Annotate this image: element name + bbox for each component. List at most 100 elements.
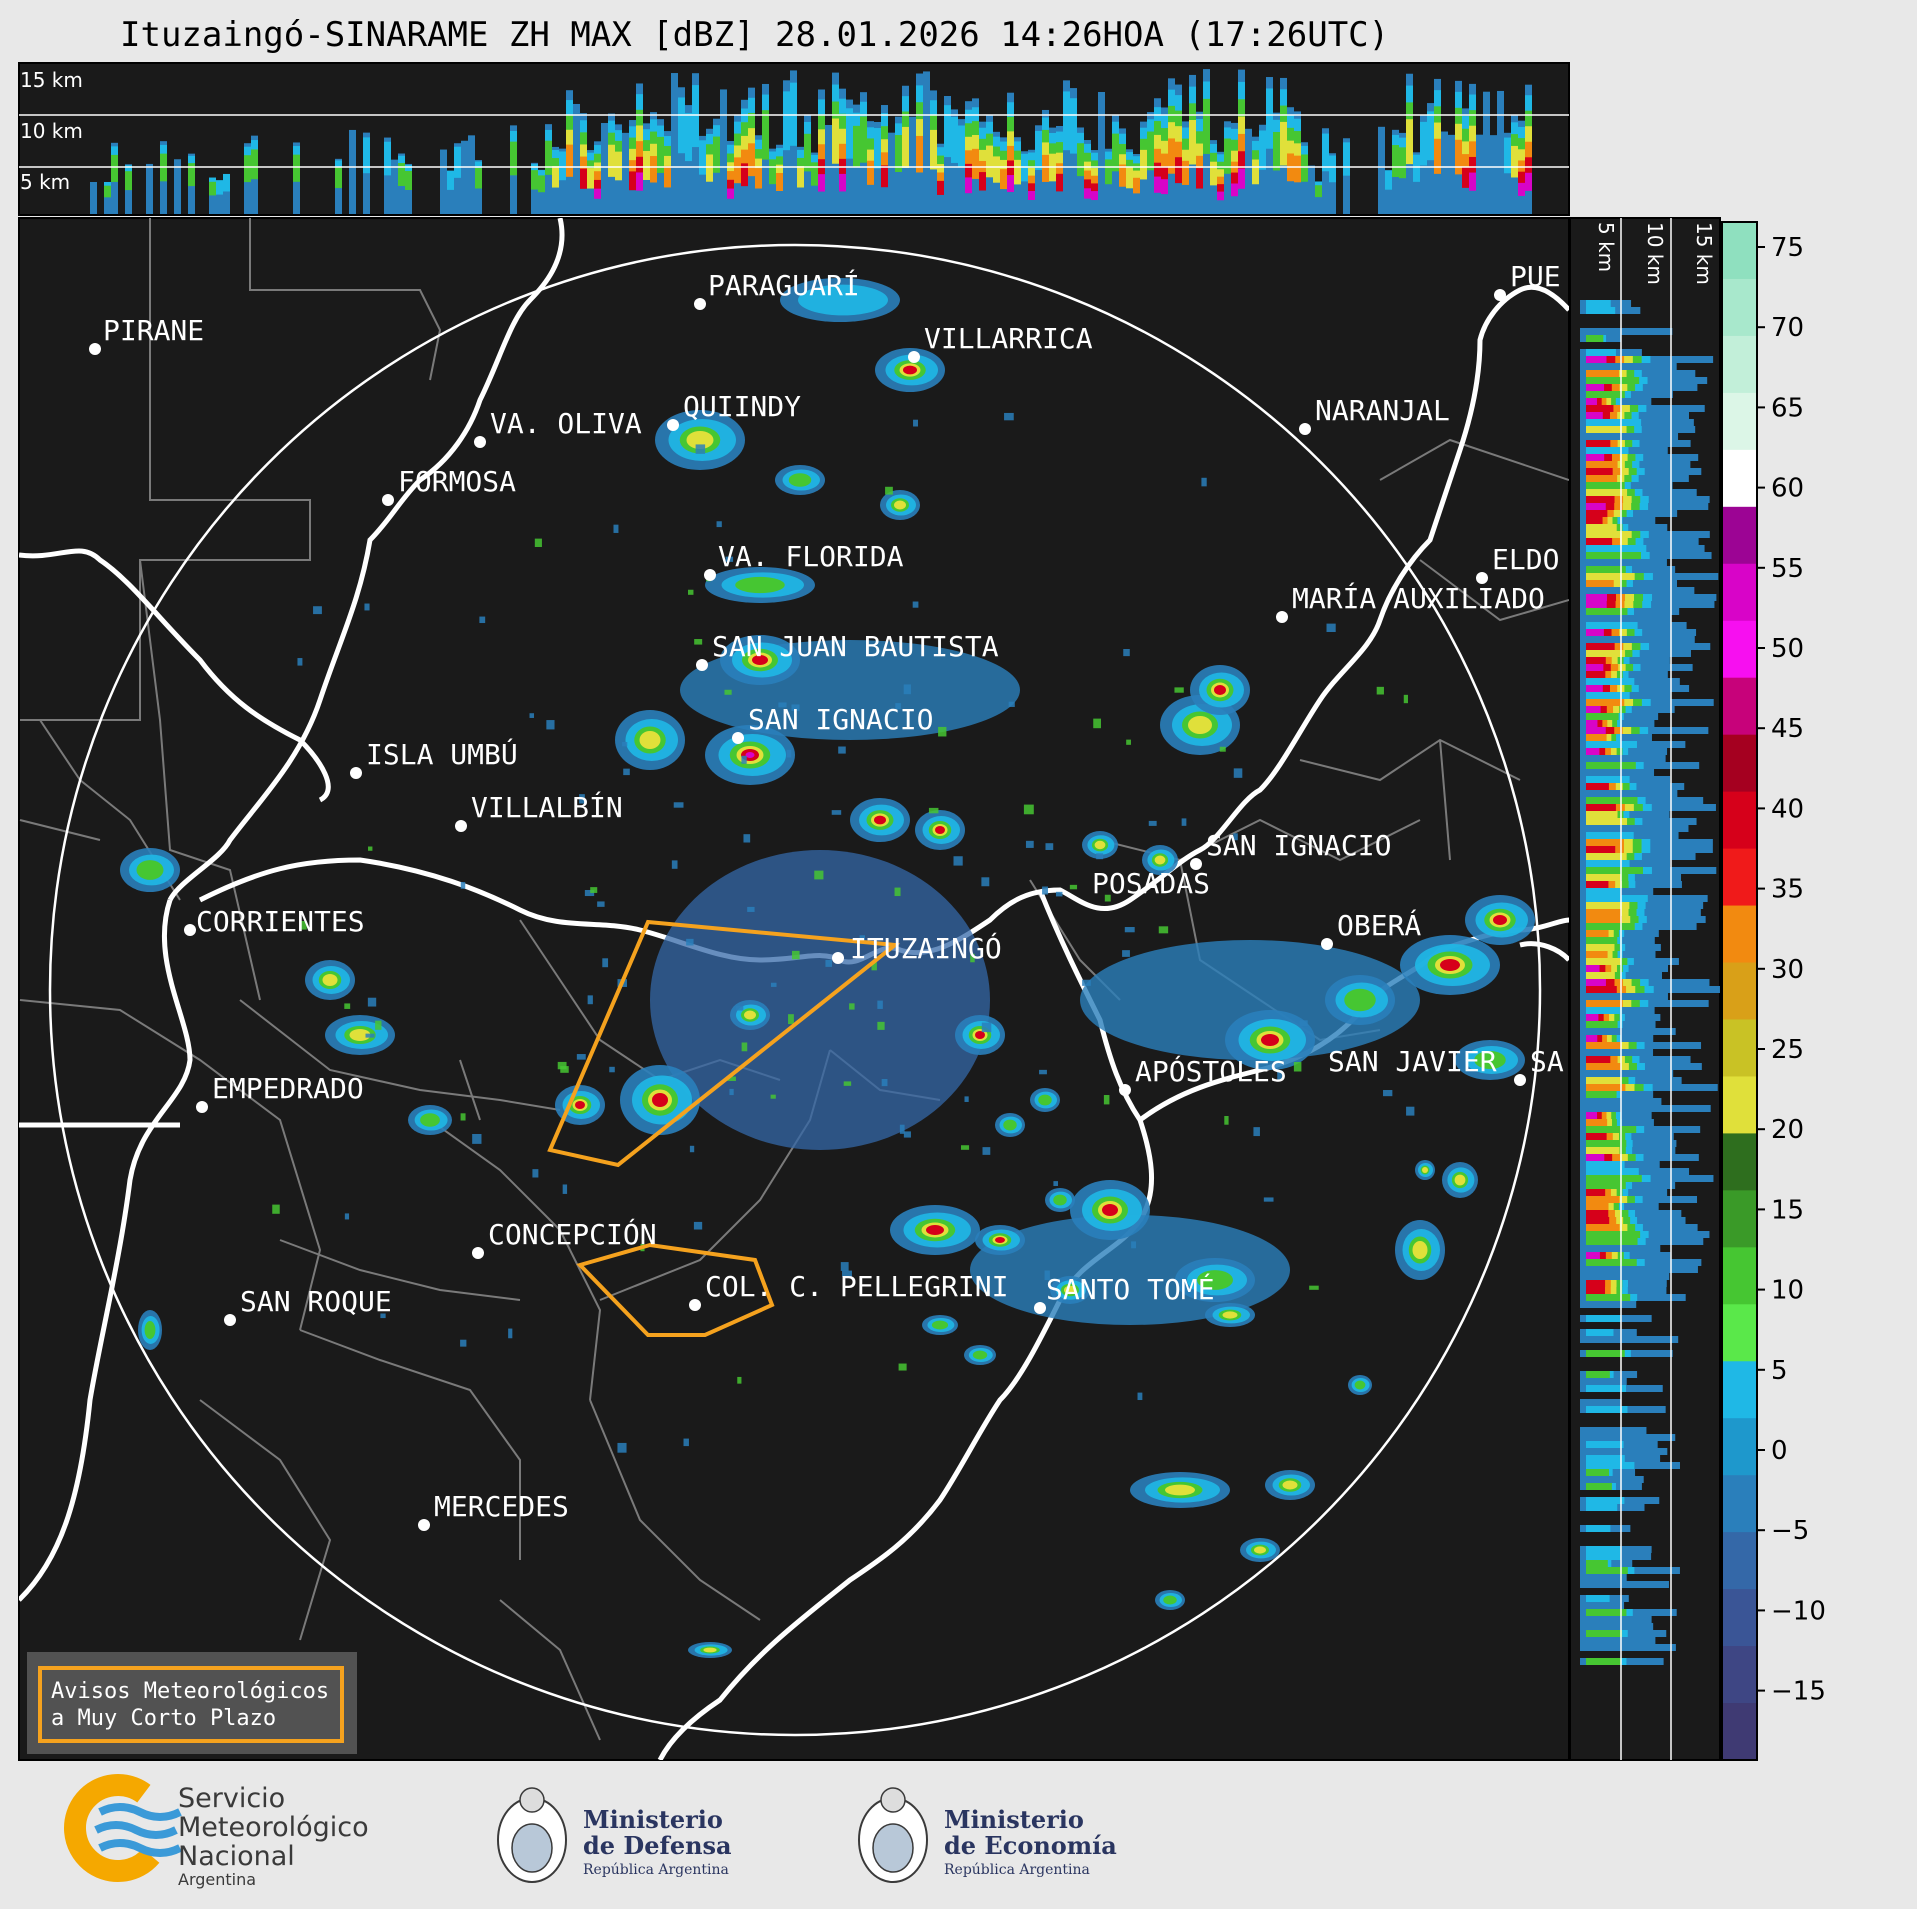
profile-column: [1245, 128, 1252, 214]
profile-column: [1483, 91, 1490, 214]
warning-legend-line1: Avisos Meteorológicos: [51, 1679, 329, 1704]
city-marker: [474, 436, 486, 448]
echo-speckle: [894, 887, 901, 897]
profile-column: [174, 159, 181, 214]
echo-cell: [615, 710, 685, 770]
echo-speckle: [960, 1145, 970, 1150]
defensa-logo-line1: Ministerio: [583, 1805, 723, 1834]
echo-speckle: [579, 794, 585, 804]
colorbar-tick-label: 25: [1771, 1035, 1804, 1065]
echo-speckle: [747, 906, 755, 912]
city-marker: [350, 767, 362, 779]
echo-speckle: [928, 807, 939, 814]
echo-speckle: [736, 1005, 744, 1011]
colorbar-segment: [1722, 1532, 1757, 1590]
echo-speckle: [1277, 1070, 1283, 1080]
profile-column: [1021, 151, 1028, 214]
profile-row: [1580, 363, 1677, 370]
echo-cell: [1400, 935, 1500, 995]
profile-row: [1580, 1574, 1627, 1581]
colorbar-tick-label: −5: [1771, 1516, 1809, 1546]
echo-cell: [305, 960, 355, 1000]
echo-speckle: [689, 1145, 695, 1153]
profile-row: [1580, 790, 1678, 797]
echo-cell: [720, 635, 800, 685]
city-marker: [908, 351, 920, 363]
echo-speckle: [529, 713, 535, 718]
colorbar-segment: [1722, 1076, 1757, 1135]
echo-speckle: [725, 556, 734, 562]
echo-speckle: [885, 486, 893, 495]
colorbar-tick-label: 20: [1771, 1115, 1804, 1145]
echo-speckle: [831, 810, 842, 815]
echo-speckle: [546, 720, 555, 730]
profile-column: [1329, 153, 1336, 214]
echo-speckle: [903, 1131, 911, 1138]
echo-speckle: [297, 658, 303, 666]
profile-row: [1580, 1623, 1654, 1630]
echo-cell: [850, 798, 910, 842]
profile-row: [1580, 328, 1673, 335]
colorbar-tick-label: 60: [1771, 474, 1804, 504]
echo-speckle: [859, 935, 866, 944]
echo-cell: [1175, 1258, 1255, 1302]
city-21: APÓSTOLES: [1119, 1054, 1287, 1096]
city-label: ELDO: [1492, 543, 1559, 576]
colorbar-frame: [1721, 221, 1758, 1761]
city-label: SANTO TOMÉ: [1046, 1272, 1215, 1306]
city-marker: [667, 419, 679, 431]
echo-cell: [1155, 1590, 1185, 1610]
city-label: MERCEDES: [434, 1490, 569, 1523]
side-alt-label-10km: 10 km: [1643, 222, 1667, 285]
echo-cell: [1130, 1472, 1230, 1508]
profile-column: [1378, 126, 1385, 214]
profile-column: [888, 132, 895, 214]
echo-speckle: [534, 538, 542, 547]
profile-column: [363, 132, 370, 214]
echo-speckle: [912, 601, 919, 608]
echo-speckle: [913, 419, 918, 427]
echo-speckle: [849, 1003, 855, 1010]
economia-logo-line1: Ministerio: [944, 1805, 1084, 1834]
echo-speckle: [368, 846, 373, 851]
colorbar-segment: [1722, 677, 1757, 736]
colorbar-tick-label: 65: [1771, 393, 1804, 423]
echo-speckle: [727, 1076, 736, 1081]
echo-speckle: [1025, 840, 1034, 848]
city-label: SAN JUAN BAUTISTA: [712, 630, 999, 663]
echo-speckle: [1376, 686, 1384, 695]
profile-row: [1580, 1448, 1668, 1455]
city-9: ELDO: [1476, 543, 1559, 584]
city-16: POSADAS: [1092, 867, 1210, 900]
echo-speckle: [770, 982, 777, 987]
profile-column: [454, 143, 461, 214]
echo-speckle: [688, 589, 694, 595]
colorbar-segment: [1722, 1019, 1757, 1078]
colorbar-segment: [1722, 1418, 1757, 1476]
profile-row: [1580, 1070, 1674, 1077]
echo-speckle: [791, 704, 800, 711]
city-label: POSADAS: [1092, 867, 1210, 900]
echo-speckle: [272, 1204, 280, 1214]
city-4: VA. OLIVA: [474, 407, 642, 448]
profile-column: [559, 148, 566, 214]
echo-speckle: [1103, 1095, 1110, 1105]
echo-speckle: [460, 1113, 466, 1121]
city-28: MERCEDES: [418, 1490, 569, 1531]
profile-column: [671, 73, 678, 214]
echo-speckle: [1219, 746, 1226, 752]
top-alt-label-15km: 15 km: [20, 68, 83, 92]
colorbar-tick-label: −10: [1771, 1596, 1826, 1626]
echo-speckle: [472, 1133, 482, 1144]
echo-cell: [1070, 1180, 1150, 1240]
echo-speckle: [1093, 718, 1101, 729]
echo-speckle: [895, 703, 901, 710]
echo-cell: [1455, 1040, 1525, 1080]
echo-speckle: [671, 860, 678, 869]
profile-row: [1580, 1427, 1647, 1434]
echo-speckle: [1233, 768, 1243, 778]
warning-polygon-north: [547, 919, 901, 1168]
echo-speckle: [1004, 412, 1014, 421]
city-marker: [1190, 858, 1202, 870]
echo-speckle: [1045, 843, 1054, 850]
